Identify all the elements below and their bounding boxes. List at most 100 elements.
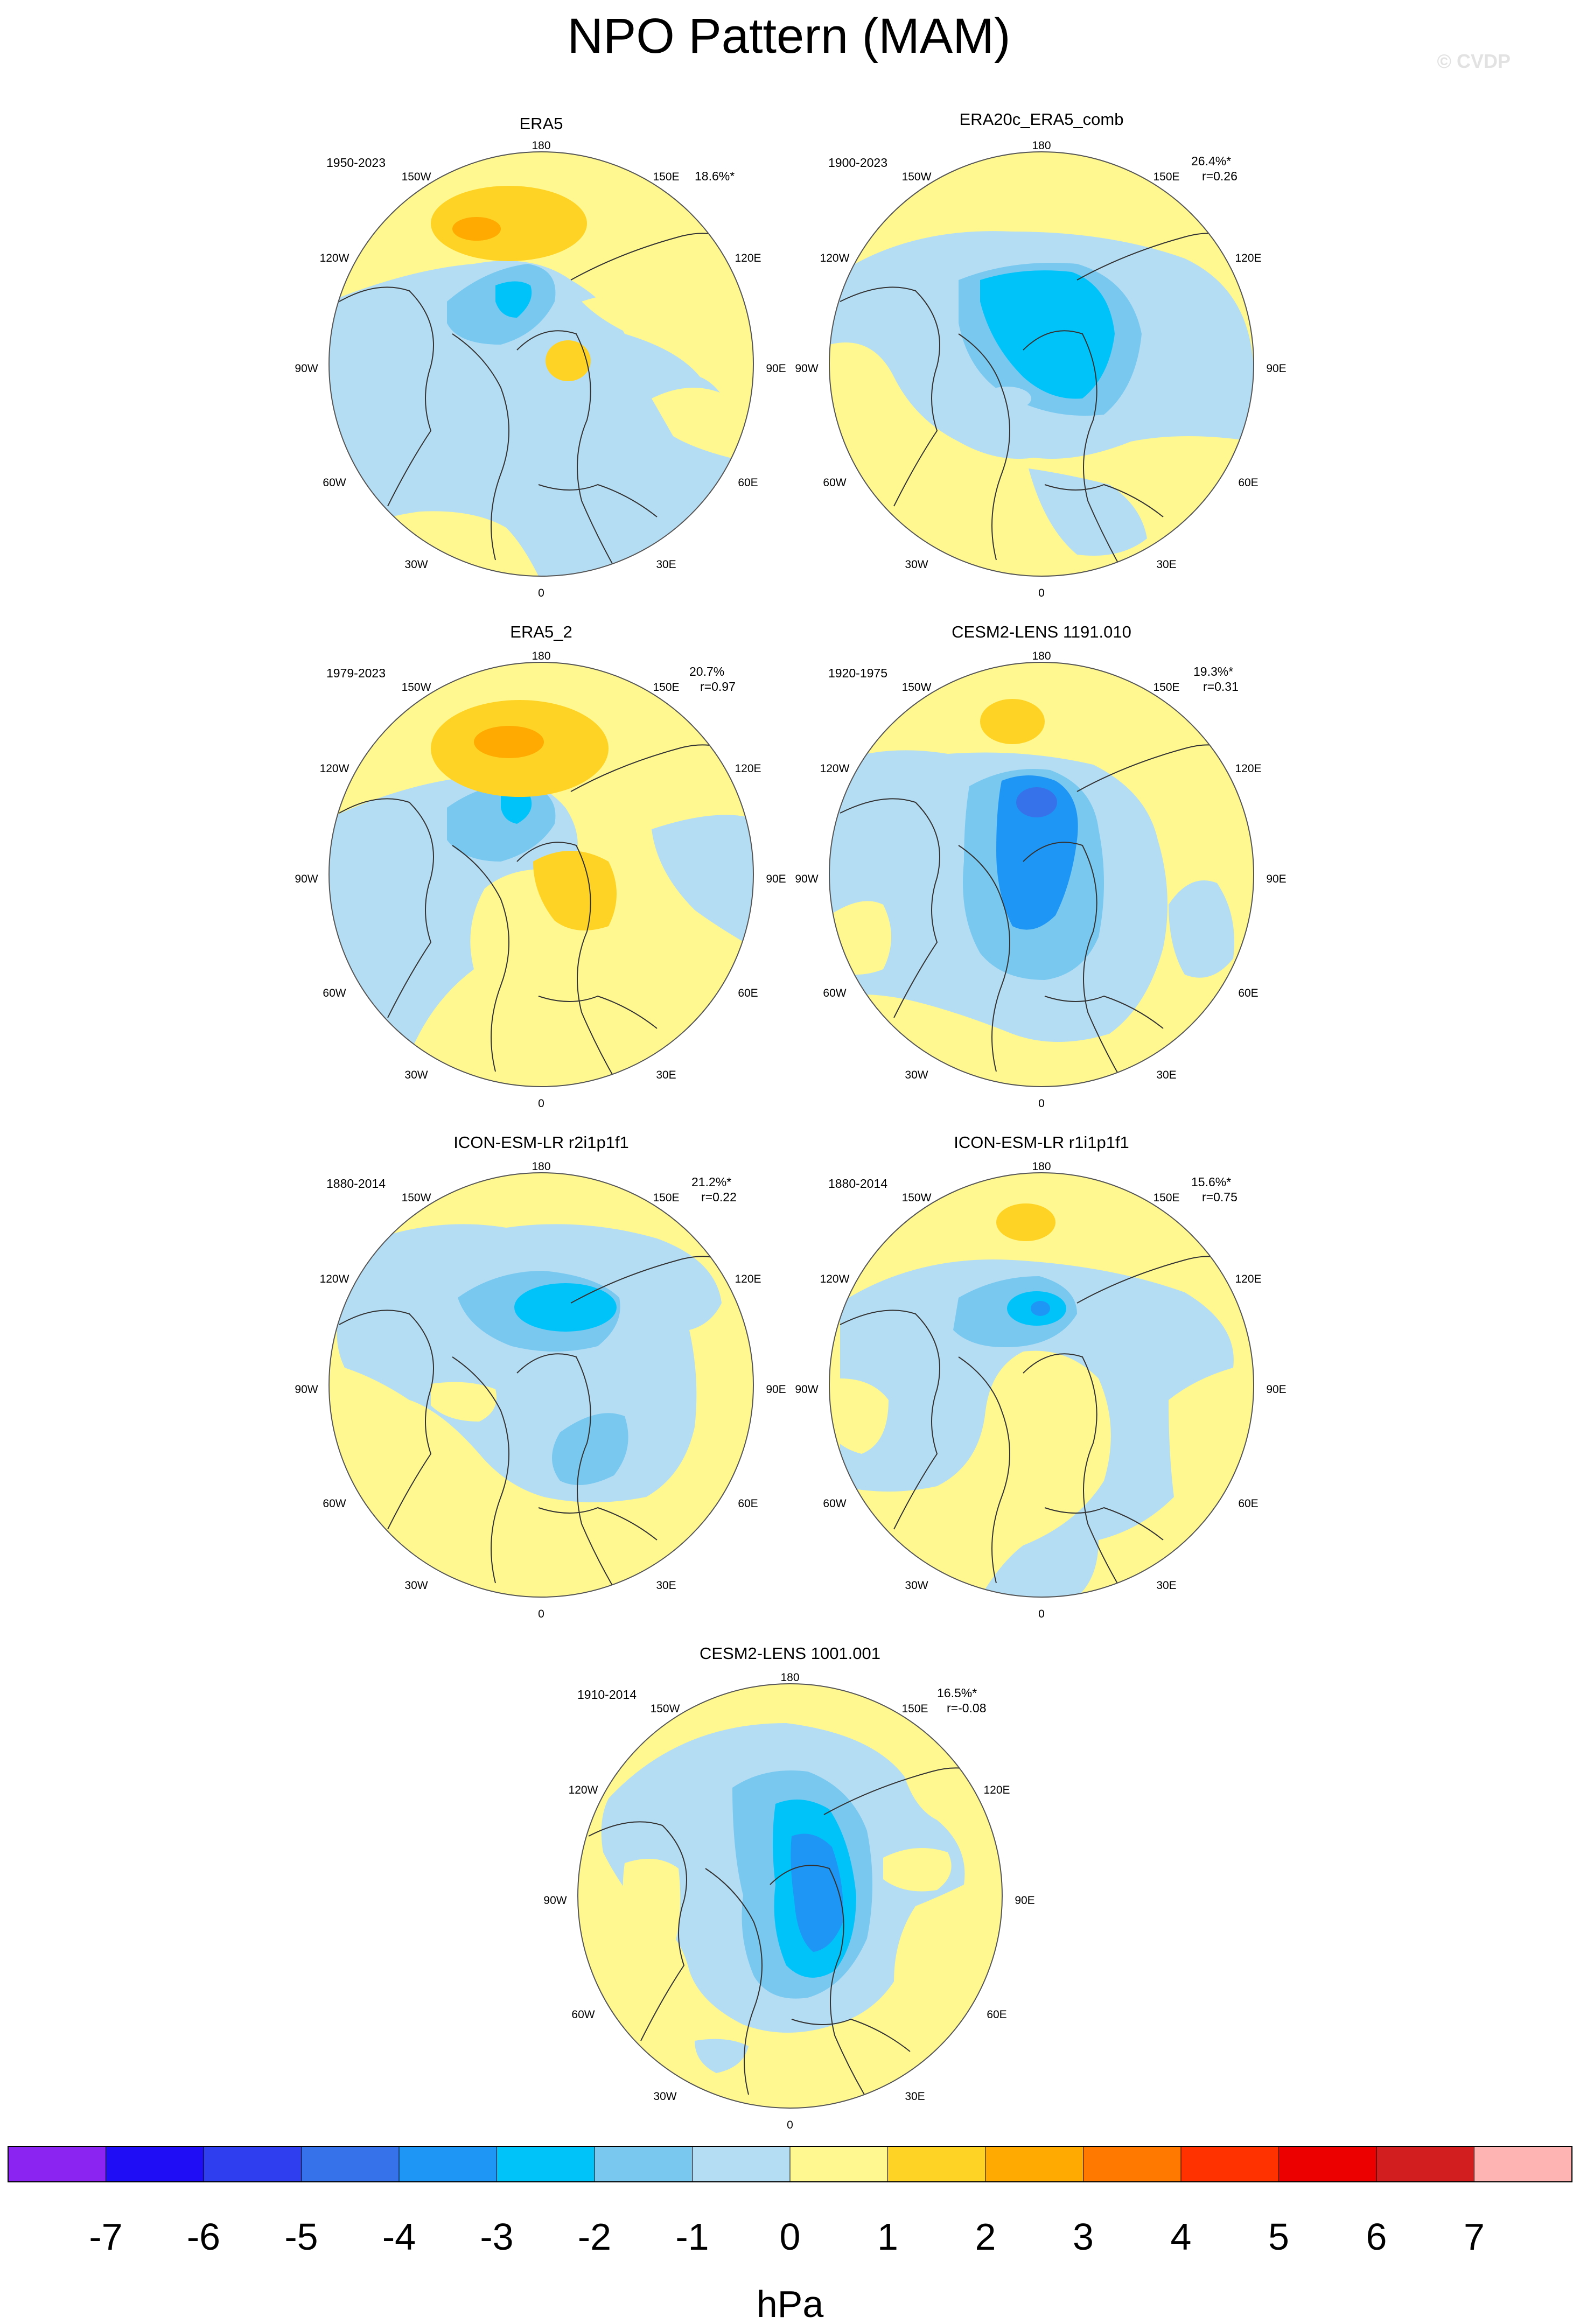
positive-region xyxy=(996,1203,1055,1241)
coastline xyxy=(339,1256,744,1597)
svg-text:120E: 120E xyxy=(735,1273,761,1285)
svg-text:180: 180 xyxy=(532,650,550,662)
lon-labels: 180 150E 120E 90E 60E 30E 0 30W 60W 90W … xyxy=(295,1160,786,1620)
svg-text:120W: 120W xyxy=(820,762,850,775)
svg-text:30E: 30E xyxy=(656,1069,676,1081)
panel-variance: 19.3%* xyxy=(1193,664,1233,678)
svg-text:150W: 150W xyxy=(402,171,431,183)
svg-text:60E: 60E xyxy=(738,987,758,999)
land-gap xyxy=(983,387,1031,410)
svg-text:0: 0 xyxy=(787,2119,793,2131)
svg-text:120W: 120W xyxy=(820,252,850,264)
panel-title: ERA5_2 xyxy=(510,622,572,641)
coastline xyxy=(840,233,1245,576)
colorbar-tick-label: -4 xyxy=(382,2216,416,2258)
lon-labels: 180 150E 120E 90E 60E 30E 0 30W 60W 90W … xyxy=(295,650,786,1110)
panel-years: 1880-2014 xyxy=(326,1177,386,1191)
svg-text:180: 180 xyxy=(532,139,550,152)
negative-region xyxy=(1016,787,1057,817)
svg-text:60E: 60E xyxy=(1238,477,1258,489)
positive-region xyxy=(582,287,753,377)
svg-text:90W: 90W xyxy=(543,1894,567,1907)
colorbar-box xyxy=(8,2146,107,2182)
colorbar-box xyxy=(692,2146,791,2182)
svg-text:120E: 120E xyxy=(1235,762,1261,775)
colorbar-tick-label: -5 xyxy=(284,2216,318,2258)
map-panel-cesm2-lens-1001-001: CESM2-LENS 1001.001 1910-2014 16.5%* r=-… xyxy=(543,1644,1034,2131)
coastline xyxy=(840,744,1245,1087)
svg-text:180: 180 xyxy=(780,1671,799,1684)
svg-text:120E: 120E xyxy=(1235,252,1261,264)
map-border xyxy=(829,1172,1254,1598)
svg-text:120W: 120W xyxy=(820,1273,850,1285)
colorbar-tick-labels: -7 -6 -5 -4 -3 -2 -1 0 1 2 3 4 5 6 7 xyxy=(89,2216,1485,2258)
lon-labels: 180 150E 120E 90E 60E 30E 0 30W 60W 90W … xyxy=(295,139,786,599)
panel-years: 1950-2023 xyxy=(326,156,386,170)
map-border xyxy=(829,662,1254,1087)
svg-text:90E: 90E xyxy=(1266,1383,1286,1396)
svg-text:90W: 90W xyxy=(295,362,318,375)
lon-labels: 180 150E 120E 90E 60E 30E 0 30W 60W 90W … xyxy=(795,139,1286,599)
svg-text:150W: 150W xyxy=(402,1192,431,1204)
panel-correlation: r=0.31 xyxy=(1203,680,1239,694)
panel-title: CESM2-LENS 1001.001 xyxy=(700,1644,880,1663)
panel-variance: 20.7% xyxy=(689,664,724,678)
negative-region xyxy=(695,2039,749,2073)
svg-text:120W: 120W xyxy=(569,1784,598,1796)
svg-text:60W: 60W xyxy=(823,987,846,999)
svg-text:60E: 60E xyxy=(987,2008,1006,2021)
svg-text:180: 180 xyxy=(532,1160,550,1173)
colorbar-tick-label: -3 xyxy=(480,2216,513,2258)
svg-text:150E: 150E xyxy=(901,1703,928,1715)
negative-region xyxy=(514,1283,617,1332)
positive-region xyxy=(474,726,544,758)
panel-variance: 21.2%* xyxy=(691,1175,731,1189)
svg-text:90E: 90E xyxy=(1266,873,1286,885)
svg-text:60E: 60E xyxy=(1238,987,1258,999)
svg-text:150E: 150E xyxy=(653,1192,679,1204)
svg-text:150E: 150E xyxy=(653,681,679,694)
lon-labels: 180 150E 120E 90E 60E 30E 0 30W 60W 90W … xyxy=(543,1671,1034,2131)
colorbar-box xyxy=(203,2146,302,2182)
svg-text:30W: 30W xyxy=(905,1069,928,1081)
colorbar-box xyxy=(1180,2146,1280,2182)
svg-text:150E: 150E xyxy=(1153,171,1179,183)
svg-text:90E: 90E xyxy=(1015,1894,1034,1907)
panel-correlation: r=0.75 xyxy=(1202,1190,1238,1204)
svg-text:30E: 30E xyxy=(1156,1579,1176,1592)
colorbar-box xyxy=(1083,2146,1182,2182)
positive-region xyxy=(546,340,591,381)
svg-text:90W: 90W xyxy=(795,873,818,885)
colorbar-box xyxy=(985,2146,1084,2182)
svg-text:90W: 90W xyxy=(795,1383,818,1396)
panel-years: 1920-1975 xyxy=(828,666,887,680)
svg-text:120E: 120E xyxy=(735,252,761,264)
negative-region xyxy=(840,1259,1234,1597)
svg-text:30W: 30W xyxy=(404,1069,428,1081)
colorbar-tick-label: -7 xyxy=(89,2216,122,2258)
panel-title: CESM2-LENS 1191.010 xyxy=(952,622,1131,641)
positive-region xyxy=(652,388,753,463)
colorbar-tick-label: 1 xyxy=(877,2216,898,2258)
map-panel-era20c-era5-comb: ERA20c_ERA5_comb 1900-2023 26.4%* r=0.26… xyxy=(795,110,1286,599)
colorbar-tick-label: 3 xyxy=(1073,2216,1094,2258)
panel-variance: 16.5%* xyxy=(937,1686,977,1700)
svg-text:30E: 30E xyxy=(1156,558,1176,571)
colorbar-tick-label: 2 xyxy=(975,2216,996,2258)
svg-text:30W: 30W xyxy=(653,2090,676,2103)
svg-text:120E: 120E xyxy=(1235,1273,1261,1285)
colorbar-tick-label: 7 xyxy=(1464,2216,1485,2258)
svg-text:90W: 90W xyxy=(795,362,818,375)
negative-region xyxy=(552,1413,628,1485)
coastline xyxy=(339,233,744,576)
svg-text:30E: 30E xyxy=(905,2090,925,2103)
svg-text:150E: 150E xyxy=(1153,681,1179,694)
svg-text:60W: 60W xyxy=(571,2008,595,2021)
colorbar-box xyxy=(399,2146,498,2182)
colorbar-tick-label: -1 xyxy=(675,2216,709,2258)
svg-text:0: 0 xyxy=(538,1608,544,1620)
map-panel-era5: ERA5 1950-2023 18.6%* 180 150E 120E 90E … xyxy=(295,114,786,599)
panel-variance: 15.6%* xyxy=(1191,1175,1231,1189)
negative-region xyxy=(652,815,753,948)
